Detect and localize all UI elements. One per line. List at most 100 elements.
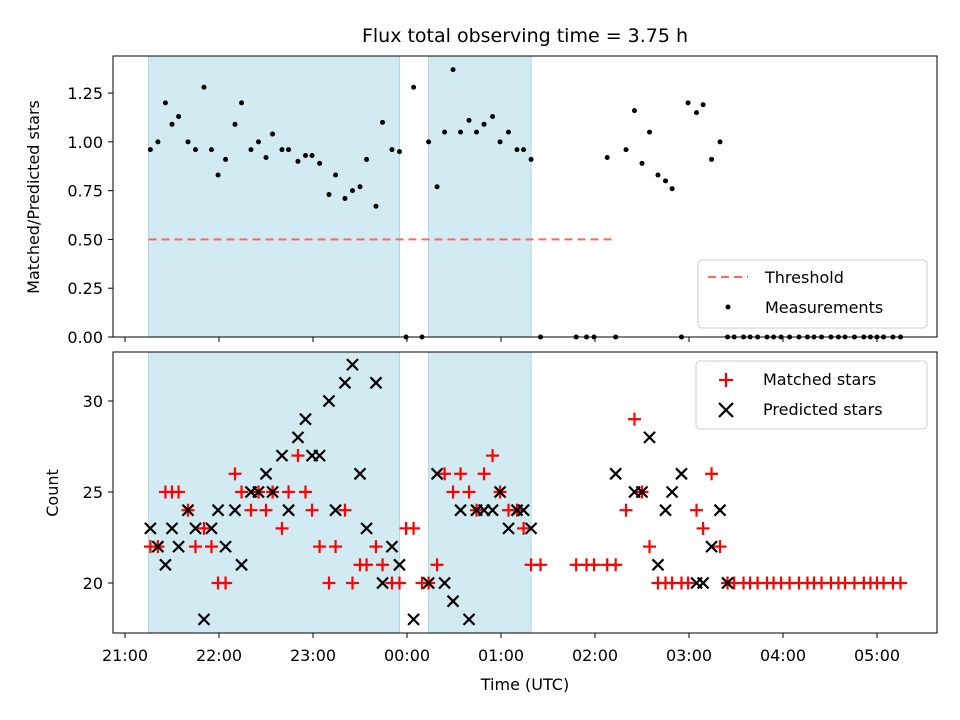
measurement-point [506,129,512,135]
measurement-point [248,147,254,153]
predicted-star-point [151,540,165,553]
predicted-star-point [197,613,211,626]
legend-matched-label: Matched stars [763,370,876,389]
measurement-point [694,110,700,116]
matched-star-point [219,576,233,590]
matched-star-point [486,449,500,463]
predicted-star-point [393,558,406,572]
matched-star-point [643,540,657,554]
matched-star-point [305,503,319,517]
matched-star-point [338,503,352,517]
matched-star-point [259,503,273,517]
matched-star-point [197,521,211,535]
measurement-point [342,195,348,201]
bottom-y-tick-label: 30 [83,392,103,411]
measurement-point [717,139,723,145]
x-tick-label: 05:00 [854,646,900,665]
predicted-star-point [609,467,622,481]
measurement-point [349,188,355,194]
predicted-star-point [144,522,157,535]
predicted-star-point [493,485,507,499]
predicted-star-point [524,522,538,535]
measurement-point [389,147,395,153]
measurement-point [466,117,472,123]
bottom-y-tick-label: 25 [83,483,103,502]
predicted-star-point [454,503,467,517]
predicted-star-point [422,576,435,590]
measurement-point [490,113,496,119]
measurement-point [169,121,175,127]
bottom-y-axis-label: Count [43,469,62,517]
predicted-star-point [659,503,672,517]
predicted-star-point [517,503,530,517]
predicted-star-point [338,376,352,390]
measurement-point [639,160,645,166]
matched-star-point [322,576,336,590]
predicted-star-point [665,485,679,499]
measurement-point [528,156,534,162]
matched-star-point [228,467,242,481]
measurement-point [279,147,285,153]
predicted-star-point [486,503,499,517]
x-tick-label: 01:00 [478,646,524,665]
top-y-axis-label: Matched/Predicted stars [24,100,43,294]
predicted-star-point [282,503,295,517]
measurement-point [317,160,323,166]
shaded-interval [428,55,532,338]
predicted-star-point [721,576,734,590]
measurement-point [604,154,610,160]
bottom-panel: 20 25 30 21:00 22:00 23:00 00:00 01:00 02:00 03:… [43,351,938,694]
measurement-point [521,147,527,153]
matched-star-point [172,485,186,499]
predicted-star-point [360,522,373,535]
measurement-point [474,129,480,135]
measurement-point [295,158,301,164]
matched-star-point [517,521,531,535]
measurement-point [193,147,198,153]
predicted-star-point [322,394,336,408]
legend-predicted-swatch [718,402,734,418]
measurement-point [147,147,153,153]
predicted-star-point [159,558,172,572]
measurement-point [326,192,332,198]
measurement-point [201,84,207,90]
matched-star-point [446,485,460,499]
x-tick-label: 23:00 [290,646,336,665]
predicted-star-point [635,485,649,499]
predicted-star-point [713,503,727,517]
x-tick-label: 00:00 [384,646,430,665]
measurement-point [185,139,191,145]
predicted-star-point [651,558,665,572]
predicted-star-point [430,467,444,481]
top-y-tick-label: 0.25 [67,279,103,298]
bottom-y-tick-label: 20 [83,574,103,593]
matched-star-point [681,576,695,590]
matched-star-point [407,521,421,535]
measurement-point [442,129,448,135]
measurement-point [458,129,464,135]
predicted-star-point [346,358,359,371]
predicted-star-point [275,449,289,462]
matched-star-point [619,503,633,517]
matched-star-point [189,540,202,554]
predicted-star-point [462,613,476,626]
measurement-point [239,100,245,106]
measurement-point [647,129,653,135]
measurement-point [450,67,456,73]
predicted-star-point [219,540,232,553]
matched-star-point [329,540,343,554]
x-tick-label: 02:00 [572,646,618,665]
top-y-tick-label: 1.00 [67,133,103,152]
matched-star-point [438,467,452,481]
matched-star-point [275,521,289,535]
measurement-point [263,154,269,160]
legend-measurement-swatch [725,304,731,310]
measurement-point [700,102,706,108]
predicted-star-point [291,431,305,444]
measurement-point [426,139,432,145]
predicted-star-point [407,613,420,626]
measurement-point [155,139,161,145]
predicted-star-point [369,376,383,390]
measurement-point [380,119,386,125]
